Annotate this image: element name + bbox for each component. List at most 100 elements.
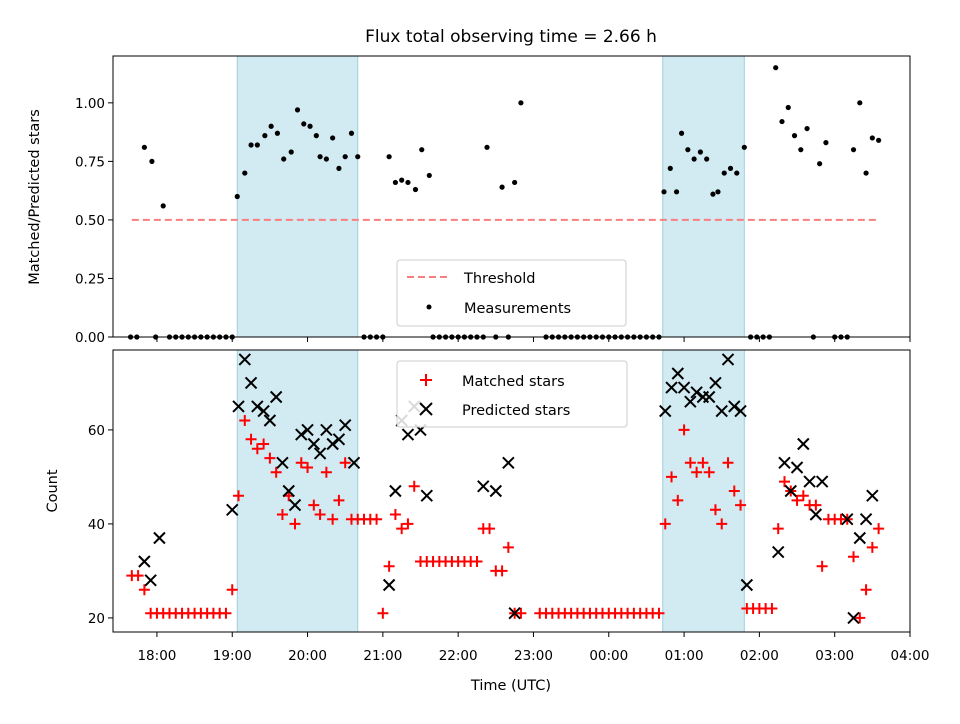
bottom-legend: Matched stars Predicted stars bbox=[396, 360, 628, 428]
bottom-panel: 20 40 60 18:00 19:00 20:00 21:00 22:00 23:00 00:… bbox=[45, 349, 929, 694]
predicted-star-point bbox=[389, 484, 402, 498]
measurement-point bbox=[262, 133, 268, 139]
x-tick-label: 23:00 bbox=[514, 648, 553, 664]
measurement-point bbox=[499, 184, 505, 190]
predicted-star-point bbox=[338, 418, 352, 432]
measurement-point bbox=[399, 177, 405, 183]
measurement-point bbox=[234, 193, 240, 200]
predicted-star-point bbox=[276, 456, 289, 470]
matched-star-point bbox=[684, 457, 696, 469]
matched-star-point bbox=[226, 584, 238, 596]
measurement-point bbox=[850, 147, 857, 153]
predicted-star-point bbox=[734, 404, 747, 418]
measurement-point bbox=[288, 149, 294, 155]
y-tick-label: 20 bbox=[88, 611, 105, 627]
predicted-star-point bbox=[332, 433, 346, 446]
predicted-star-point bbox=[326, 437, 339, 451]
threshold-legend-label: Threshold bbox=[463, 271, 535, 287]
matched-legend-swatch bbox=[420, 374, 432, 386]
matched-star-point bbox=[289, 518, 301, 530]
predicted-legend-label: Predicted stars bbox=[462, 403, 570, 419]
x-axis-label: Time (UTC) bbox=[470, 678, 551, 694]
matched-star-point bbox=[314, 509, 326, 520]
predicted-star-point bbox=[238, 353, 251, 366]
matched-star-point bbox=[703, 466, 715, 478]
predicted-star-point bbox=[866, 489, 879, 502]
measurement-point bbox=[798, 147, 804, 153]
matched-star-point bbox=[659, 518, 671, 530]
predicted-star-point bbox=[244, 376, 258, 390]
measurement-point bbox=[355, 154, 361, 160]
top-y-ticks: 0.00 0.25 0.50 0.75 1.00 bbox=[75, 96, 113, 346]
x-tick-label: 00:00 bbox=[589, 648, 628, 664]
matched-star-point bbox=[320, 466, 332, 478]
predicted-star-point bbox=[728, 400, 741, 413]
matched-star-point bbox=[371, 513, 383, 525]
measurement-point bbox=[734, 170, 740, 176]
bottom-axes-frame bbox=[112, 349, 911, 633]
measurement-point bbox=[779, 118, 785, 125]
y-tick-label: 60 bbox=[88, 423, 105, 439]
matched-star-point bbox=[797, 490, 809, 502]
predicted-star-point bbox=[809, 508, 823, 521]
matched-star-point bbox=[484, 523, 496, 535]
measurement-point bbox=[857, 100, 863, 106]
measurement-point bbox=[727, 165, 734, 171]
measurement-point bbox=[301, 121, 307, 127]
predicted-star-point bbox=[138, 555, 151, 568]
predicted-star-point bbox=[508, 606, 521, 620]
predicted-star-point bbox=[288, 498, 302, 512]
matched-star-point bbox=[678, 424, 690, 436]
matched-star-point bbox=[496, 565, 508, 577]
top-x-ticks bbox=[156, 337, 911, 342]
y-tick-label: 0.00 bbox=[75, 330, 105, 346]
measurement-point bbox=[710, 191, 716, 197]
predicted-star-point bbox=[320, 423, 333, 437]
measurement-point bbox=[704, 156, 710, 162]
bottom-x-ticks: 18:00 19:00 20:00 21:00 22:00 23:00 00:00 01:00… bbox=[137, 632, 929, 664]
measurement-point bbox=[348, 130, 355, 136]
predicted-star-point bbox=[790, 461, 804, 474]
predicted-star-point bbox=[859, 512, 873, 526]
measurement-point bbox=[817, 161, 823, 167]
matched-star-point bbox=[728, 485, 740, 497]
y-tick-label: 40 bbox=[88, 517, 105, 533]
predicted-star-point bbox=[295, 428, 308, 441]
measurement-point bbox=[484, 144, 490, 150]
matched-star-point bbox=[245, 433, 257, 445]
predicted-star-point bbox=[709, 376, 722, 390]
predicted-star-point bbox=[263, 414, 277, 427]
predicted-star-point bbox=[144, 574, 157, 587]
y-tick-label: 0.50 bbox=[75, 213, 105, 229]
measurement-point bbox=[160, 203, 166, 209]
measurement-point bbox=[386, 154, 392, 160]
matched-star-point bbox=[471, 556, 483, 567]
measurement-point bbox=[307, 123, 313, 129]
measurement-point bbox=[141, 144, 147, 150]
matched-star-point bbox=[327, 513, 339, 525]
predicted-star-point bbox=[772, 545, 785, 559]
predicted-star-point bbox=[257, 404, 270, 418]
measurement-point bbox=[336, 165, 342, 171]
measurement-point bbox=[876, 137, 882, 143]
predicted-star-point bbox=[784, 484, 797, 498]
x-tick-label: 04:00 bbox=[891, 648, 930, 664]
measurement-point bbox=[281, 156, 287, 162]
matched-star-point bbox=[233, 490, 245, 502]
predicted-star-point bbox=[778, 456, 791, 470]
predicted-star-point bbox=[401, 428, 415, 441]
measurement-point bbox=[721, 170, 727, 176]
measurement-point bbox=[274, 130, 281, 136]
measurement-point bbox=[294, 107, 301, 113]
predicted-star-point bbox=[853, 531, 867, 545]
matched-star-point bbox=[220, 607, 232, 619]
matched-star-point bbox=[735, 499, 747, 511]
x-tick-label: 18:00 bbox=[137, 648, 176, 664]
measurement-point bbox=[691, 156, 697, 162]
matched-star-point bbox=[697, 457, 709, 469]
measurement-point bbox=[741, 144, 747, 150]
shaded-interval bbox=[236, 55, 359, 338]
measurement-point bbox=[330, 135, 336, 141]
